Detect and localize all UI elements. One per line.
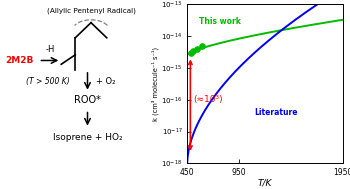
Text: (Allylic Pentenyl Radical): (Allylic Pentenyl Radical) — [47, 8, 135, 14]
Text: ROO*: ROO* — [74, 95, 101, 105]
Point — [194, 48, 199, 51]
Text: (≈10³): (≈10³) — [194, 95, 223, 104]
Text: Literature: Literature — [255, 108, 298, 117]
Text: (T > 500 K): (T > 500 K) — [26, 77, 70, 86]
Text: This work: This work — [199, 17, 240, 26]
Point — [191, 50, 196, 53]
X-axis label: T/K: T/K — [258, 179, 272, 188]
Point — [188, 52, 194, 55]
Text: Isoprene + HO₂: Isoprene + HO₂ — [53, 133, 122, 143]
Text: -H: -H — [45, 45, 55, 54]
Text: 2M2B: 2M2B — [5, 56, 34, 65]
Point — [199, 44, 205, 47]
Y-axis label: k (cm³ molecule⁻¹ s⁻¹): k (cm³ molecule⁻¹ s⁻¹) — [151, 46, 159, 121]
Text: + O₂: + O₂ — [96, 77, 116, 86]
